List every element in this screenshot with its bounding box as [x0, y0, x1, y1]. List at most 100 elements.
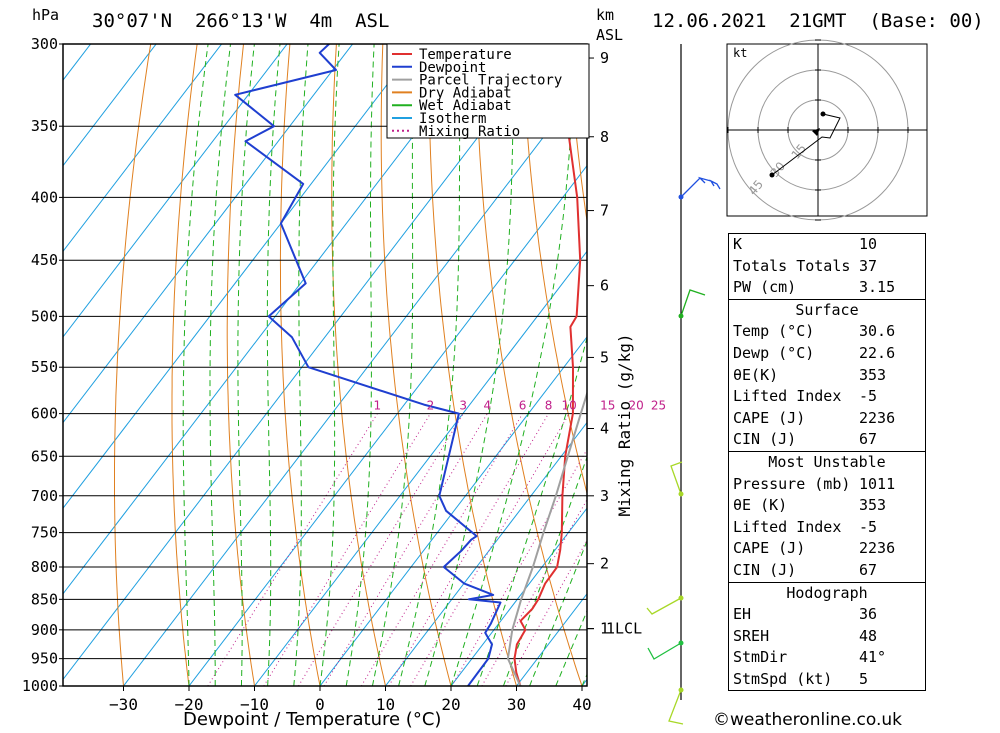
temp-tick-label: 40: [572, 695, 591, 714]
wet-adiabat-line: [424, 44, 515, 686]
header-datetime: 12.06.2021 21GMT (Base: 00): [652, 10, 984, 32]
dry-adiabat-line: [331, 44, 386, 686]
indices-hodograph: Hodograph EH 36 SREH 48 StmDir 41° StmSpd (kt)…: [729, 581, 925, 691]
dry-adiabat-line: [114, 44, 152, 686]
pressure-tick-label: 500: [31, 307, 58, 325]
hodo-row: StmSpd (kt) 5: [729, 669, 925, 691]
isotherm-line: [63, 44, 223, 253]
wet-adiabat-line: [209, 44, 232, 686]
indices-table: K 10 Totals Totals 37 PW (cm) 3.15 Surface Te…: [728, 233, 926, 692]
mu-row: θE (K) 353: [729, 495, 925, 517]
isotherm-line: [253, 250, 587, 686]
pressure-tick-label: 950: [31, 650, 58, 668]
dry-adiabat-line: [567, 44, 587, 225]
wind-barb: [670, 461, 683, 495]
mixing-ratio-axis-label: Mixing Ratio (g/kg): [615, 333, 634, 516]
wind-barb: [680, 176, 721, 198]
dry-adiabat-line: [380, 44, 452, 686]
storm-motion-marker: [812, 128, 820, 136]
most-unstable-title: Most Unstable: [768, 452, 886, 471]
legend-label: Dewpoint: [419, 60, 486, 76]
mu-label: Pressure (mb): [733, 474, 851, 493]
wet-adiabat-line: [266, 44, 281, 686]
surface-label: Temp (°C): [733, 322, 815, 341]
pressure-tick-label: 400: [31, 188, 58, 206]
km-tick-label: 1: [600, 620, 609, 638]
indices-most-unstable: Most Unstable Pressure (mb) 1011 θE (K) 353…: [729, 450, 925, 582]
wet-adiabat-line: [319, 44, 340, 686]
wind-barb-dot: [678, 313, 684, 319]
surface-value: -5: [859, 387, 878, 406]
pressure-tick-label: 850: [31, 590, 58, 608]
surface-row: CIN (J) 67: [729, 429, 925, 451]
mu-label: θE (K): [733, 496, 788, 515]
hodo-row: EH 36: [729, 604, 925, 626]
wind-barb-dot: [678, 595, 684, 601]
wet-adiabat-line: [237, 44, 255, 686]
main-label: K: [733, 235, 743, 253]
mu-label: CIN (J): [733, 560, 797, 579]
hodo-label: SREH: [733, 626, 770, 645]
surface-value: 2236: [859, 408, 896, 427]
wet-adiabat-line: [293, 44, 309, 686]
wind-barb-dot: [678, 194, 684, 200]
mu-value: 67: [859, 560, 878, 579]
temp-tick-label: 0: [315, 695, 325, 714]
surface-label: Dewp (°C): [733, 343, 815, 362]
legend-box: [386, 43, 590, 139]
isotherm-line: [63, 44, 288, 338]
pressure-tick-label: 900: [31, 621, 58, 639]
pressure-tick-label: 600: [31, 405, 58, 423]
mixing-ratio-label: 2: [427, 399, 435, 413]
mixing-ratio-label: 8: [545, 399, 553, 413]
km-tick-label: 7: [600, 202, 609, 220]
dry-adiabat-line: [935, 26, 1000, 686]
main-row: Totals Totals 37: [729, 256, 925, 278]
km-tick-label: 4: [600, 420, 609, 438]
mixing-ratio-label: 10: [562, 399, 577, 413]
km-tick-label: 5: [600, 348, 609, 366]
wind-barb-dot: [678, 687, 684, 693]
plot-frame: [62, 43, 588, 687]
km-tick-label: 6: [600, 277, 609, 295]
surface-value: 353: [859, 365, 887, 384]
hodograph-unit: kt: [733, 46, 747, 60]
wind-barb: [647, 642, 682, 660]
mixing-ratio-line: [263, 413, 431, 686]
hodograph-trace: [771, 113, 841, 176]
km-label: km: [596, 6, 615, 24]
temp-tick-label: −20: [175, 695, 204, 714]
km-tick-label: 2: [600, 555, 609, 573]
mixing-ratio-label: 20: [628, 399, 643, 413]
isotherm-line: [63, 44, 157, 167]
hodo-label: StmDir: [733, 648, 788, 667]
main-label: PW (cm): [733, 278, 797, 297]
isotherm-line: [63, 44, 92, 81]
wet-adiabat-line: [529, 539, 587, 686]
mu-value: -5: [859, 517, 878, 536]
wet-adiabat-line: [345, 44, 375, 686]
mixing-ratio-label: 15: [600, 399, 615, 413]
mixing-ratio-line: [388, 413, 549, 686]
wind-barb: [680, 289, 706, 317]
dry-adiabat-line: [226, 44, 255, 686]
mixing-ratio-line: [207, 413, 378, 686]
mu-row: CIN (J) 67: [729, 560, 925, 582]
legend-label: Mixing Ratio: [419, 124, 520, 140]
surface-row: Lifted Index -5: [729, 386, 925, 408]
indices-surface: Surface Temp (°C) 30.6 Dewp (°C) 22.6 θE(K) 3…: [729, 298, 925, 451]
isotherm-line: [450, 507, 587, 686]
legend-label: Isotherm: [419, 111, 486, 127]
pressure-tick-label: 1000: [22, 677, 58, 695]
hodograph-title: Hodograph: [786, 583, 868, 602]
isotherm-line: [188, 164, 587, 686]
header-location: 30°07'N 266°13'W 4m ASL: [92, 10, 390, 32]
pressure-tick-label: 650: [31, 447, 58, 465]
surface-value: 22.6: [859, 343, 896, 362]
mixing-ratio-label: 6: [519, 399, 527, 413]
mixing-ratio-line: [360, 413, 524, 686]
isotherm-line: [384, 421, 587, 686]
mixing-ratio-line: [451, 448, 587, 686]
x-axis-label: Dewpoint / Temperature (°C): [183, 709, 442, 730]
dry-adiabat-line: [279, 44, 321, 686]
